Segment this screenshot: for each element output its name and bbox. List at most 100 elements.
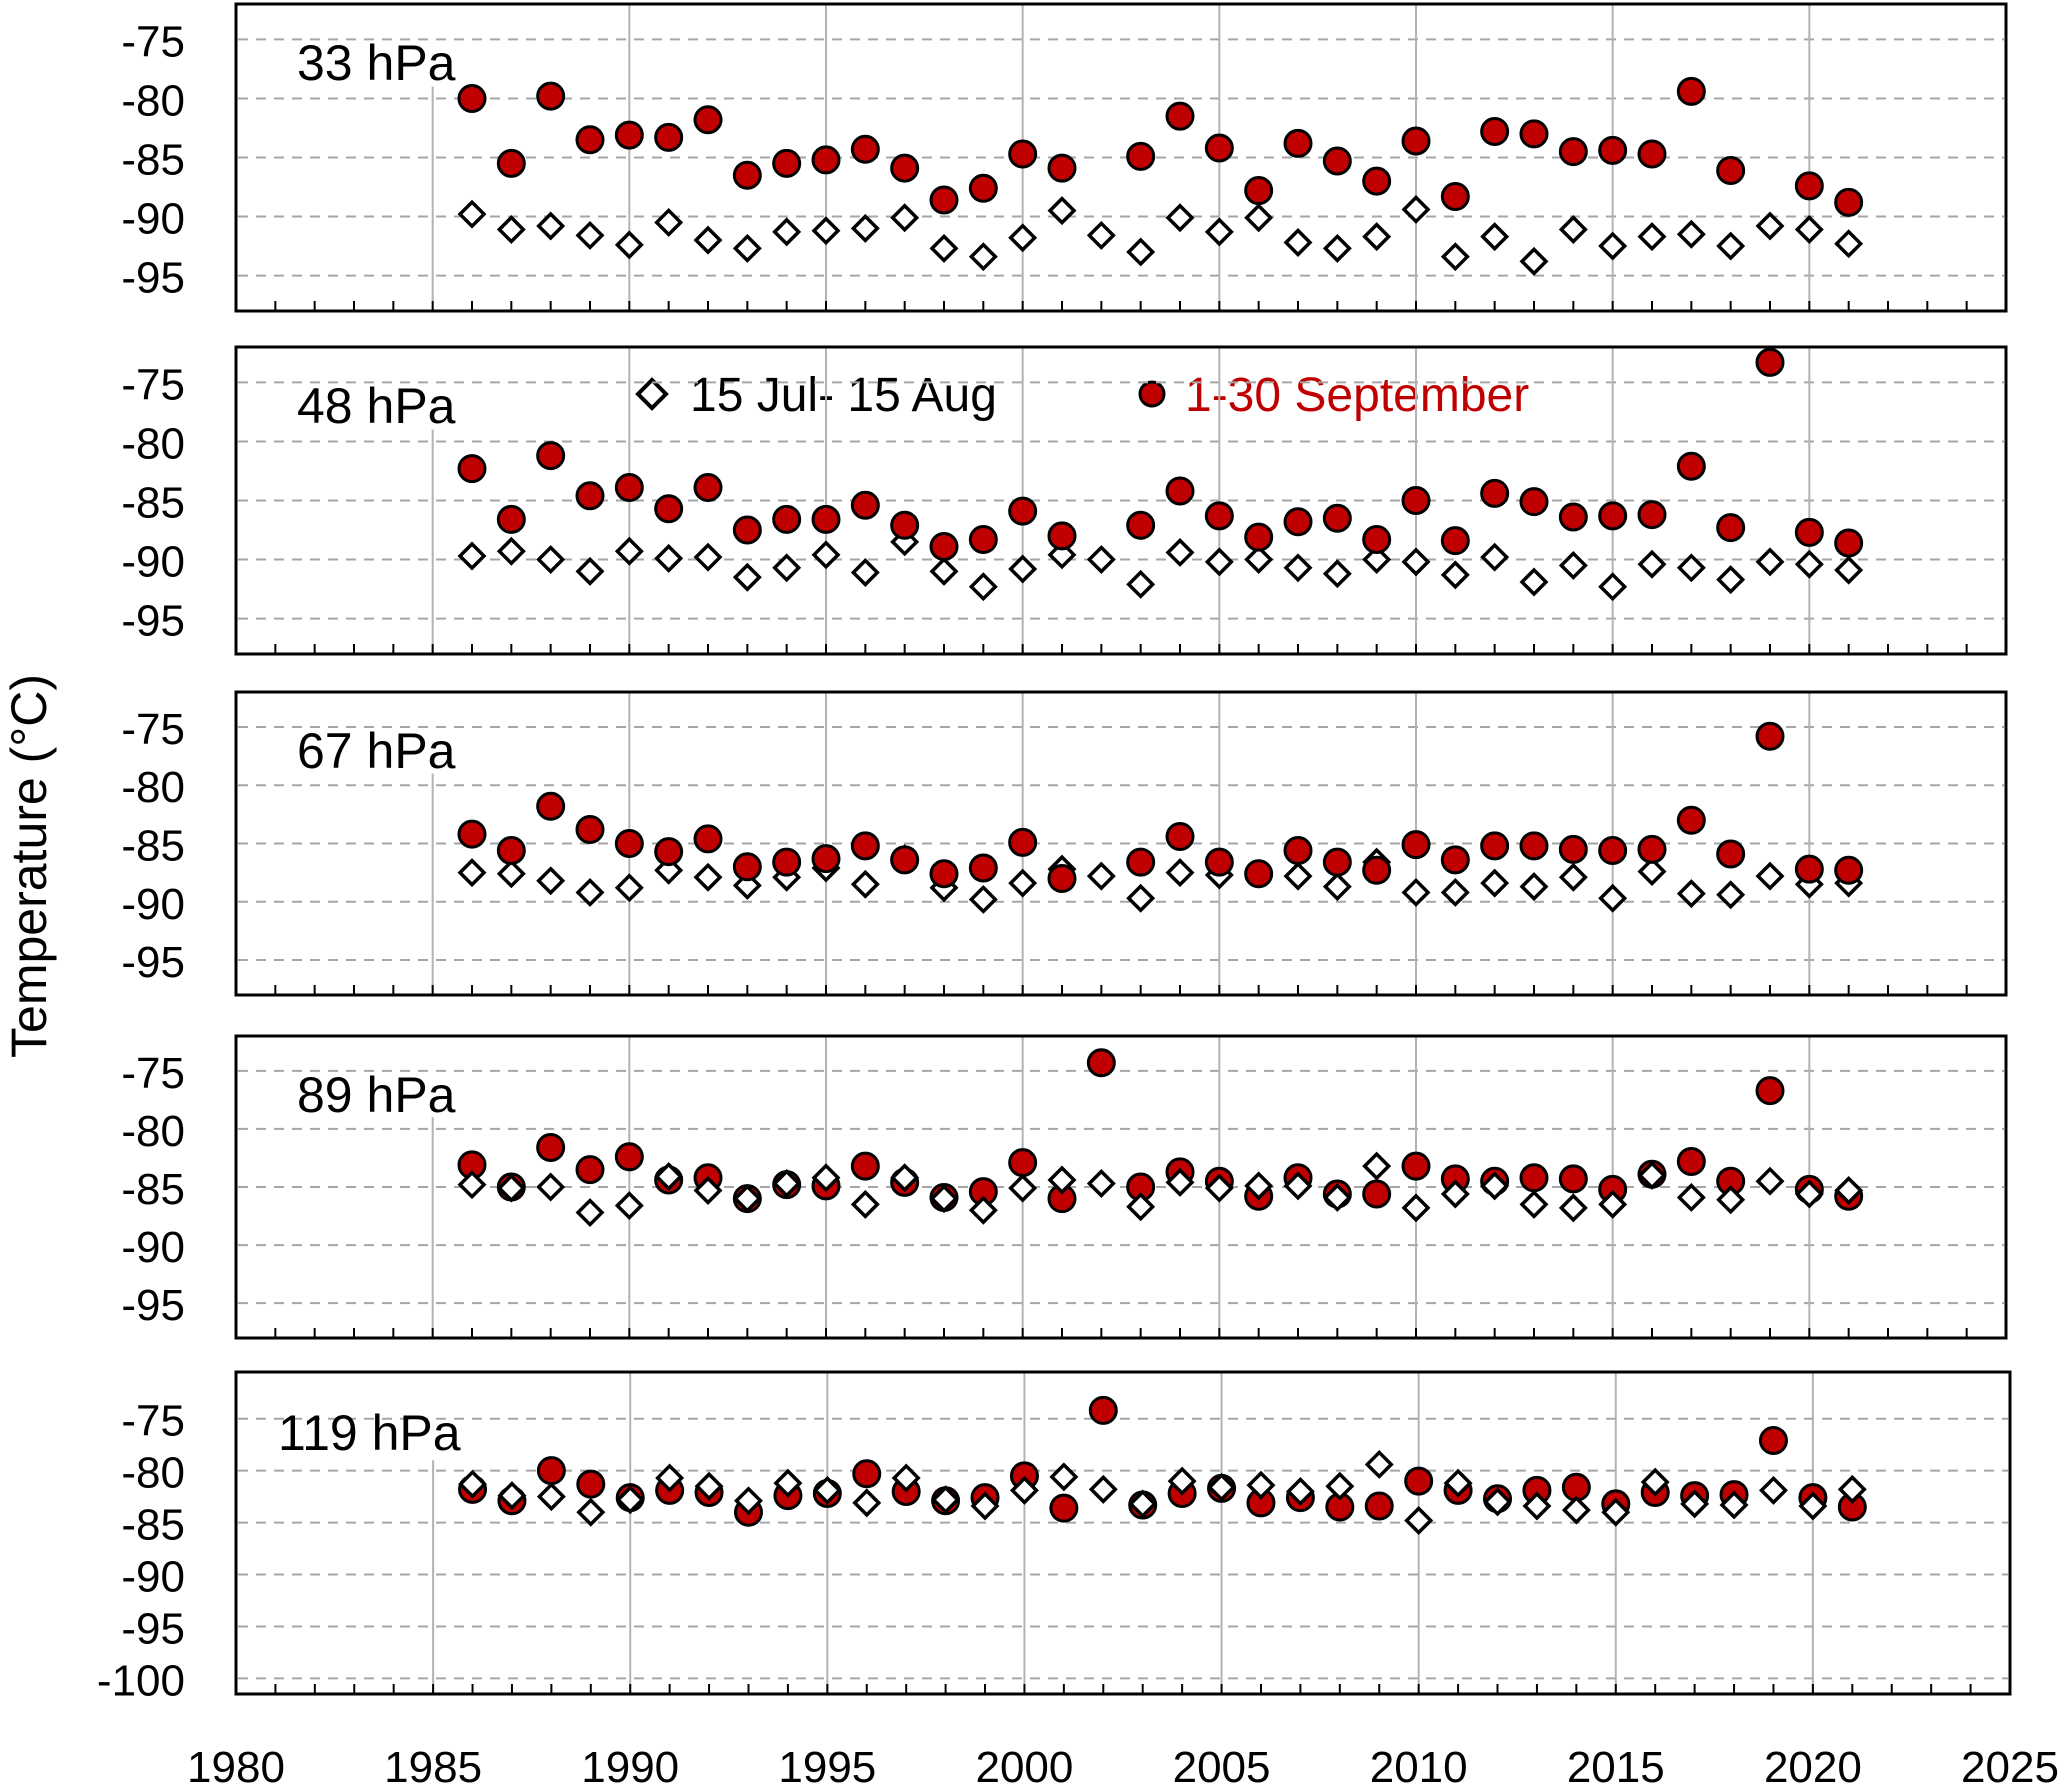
y-tick-label: -75 (121, 705, 185, 754)
jul-aug-point (812, 1475, 842, 1505)
jul-aug-point (1716, 231, 1746, 261)
jul-aug-point (1246, 1470, 1276, 1500)
september-point (1204, 847, 1234, 877)
september-point (693, 473, 723, 503)
y-tick-label: -85 (121, 479, 185, 528)
jul-aug-point (1322, 1182, 1352, 1212)
jul-aug-point (970, 1491, 1000, 1521)
jul-aug-point (1165, 858, 1195, 888)
september-point (1086, 1048, 1116, 1078)
y-tick-label: -85 (121, 822, 185, 871)
plot-frame (234, 345, 2008, 656)
jul-aug-point (575, 877, 605, 907)
x-tick-label: 1980 (187, 1743, 285, 1786)
panel-67hpa: -75 -80 -85 -90 -95 67 hPa (121, 690, 2008, 997)
jul-aug-point (1009, 1475, 1039, 1505)
september-point (1008, 827, 1038, 857)
jul-aug-point (772, 1169, 802, 1198)
y-tick-label: -75 (121, 1397, 185, 1446)
september-point (1716, 513, 1746, 543)
september-point (496, 835, 526, 865)
september-point (1165, 822, 1195, 852)
y-tick-label: -85 (121, 136, 185, 185)
panel-119hpa: -75-80-85-90-95-100 119 hPa (97, 1370, 2012, 1705)
september-point (1126, 510, 1156, 540)
september-point (457, 83, 487, 113)
jul-aug-point (1322, 233, 1352, 263)
x-tick-label: 2010 (1370, 1743, 1468, 1786)
jul-aug-point (1519, 1189, 1549, 1219)
september-point (1598, 835, 1628, 865)
jul-aug-point (536, 866, 566, 896)
jul-aug-point (1440, 1179, 1470, 1209)
x-tick-label: 1985 (384, 1743, 482, 1786)
jul-aug-point (1676, 553, 1706, 583)
y-tick-label: -85 (121, 1165, 185, 1214)
september-point (1049, 1493, 1079, 1523)
jul-aug-point (654, 1162, 684, 1192)
september-point (852, 1459, 882, 1489)
y-tick-label: -80 (121, 419, 185, 468)
jul-aug-point (772, 217, 802, 247)
september-point (1558, 137, 1588, 167)
jul-aug-point (1285, 1476, 1315, 1506)
jul-aug-point (1598, 1189, 1628, 1219)
september-point (496, 148, 526, 178)
september-point (1047, 521, 1077, 551)
september-point (1758, 1426, 1788, 1456)
jul-aug-point (1483, 1487, 1512, 1517)
september-point (968, 173, 998, 203)
jul-aug-point (1716, 880, 1746, 910)
september-point (890, 845, 920, 875)
jul-aug-point (1244, 203, 1274, 233)
jul-aug-point (1640, 1467, 1670, 1497)
jul-aug-point (1047, 196, 1077, 226)
jul-aug-point (1008, 223, 1038, 253)
september-point (1598, 501, 1628, 531)
jul-aug-point (1401, 194, 1431, 224)
september-point (654, 122, 684, 152)
x-axis-tick-labels: 1980 1985 1990 1995 2000 2005 2010 2015 2020 2025 (187, 1743, 2059, 1786)
jul-aug-point (1598, 572, 1628, 602)
y-tick-label: -75 (121, 360, 185, 409)
september-point (1047, 863, 1077, 893)
september-point (1755, 347, 1785, 377)
september-point (1558, 1164, 1588, 1194)
september-point (890, 153, 920, 183)
september-point (614, 473, 644, 503)
september-point (1519, 831, 1549, 861)
jul-aug-point (968, 1195, 998, 1225)
september-point (850, 490, 880, 520)
jul-aug-point (1558, 550, 1588, 580)
jul-aug-point (693, 862, 723, 892)
september-point (1165, 476, 1195, 506)
september-point (536, 1456, 566, 1486)
jul-aug-point (1798, 1491, 1828, 1521)
jul-aug-point (1362, 1151, 1392, 1181)
september-point (1165, 101, 1195, 131)
jul-aug-point (1755, 1166, 1785, 1196)
jul-aug-point (457, 1170, 487, 1200)
september-point (1364, 1491, 1394, 1521)
september-point (575, 815, 605, 845)
y-tick-label: -80 (121, 763, 185, 812)
september-point (1283, 835, 1313, 865)
jul-aug-point (614, 230, 644, 260)
september-point (732, 852, 762, 882)
plot-frame (234, 1034, 2008, 1340)
september-point (1362, 166, 1392, 196)
y-tick-label: -80 (121, 1449, 185, 1498)
jul-aug-point (1364, 1449, 1394, 1479)
september-point (1716, 839, 1746, 869)
jul-aug-point (773, 1468, 803, 1498)
y-tick-label: -90 (121, 538, 185, 587)
jul-aug-point (614, 1191, 644, 1221)
jul-aug-point (850, 213, 880, 243)
september-point (1794, 517, 1824, 547)
jul-aug-point (1719, 1490, 1749, 1520)
jul-aug-point (891, 1463, 921, 1493)
y-tick-label: -90 (121, 880, 185, 929)
jul-aug-point (694, 1471, 724, 1501)
panel-label: 48 hPa (297, 378, 456, 434)
